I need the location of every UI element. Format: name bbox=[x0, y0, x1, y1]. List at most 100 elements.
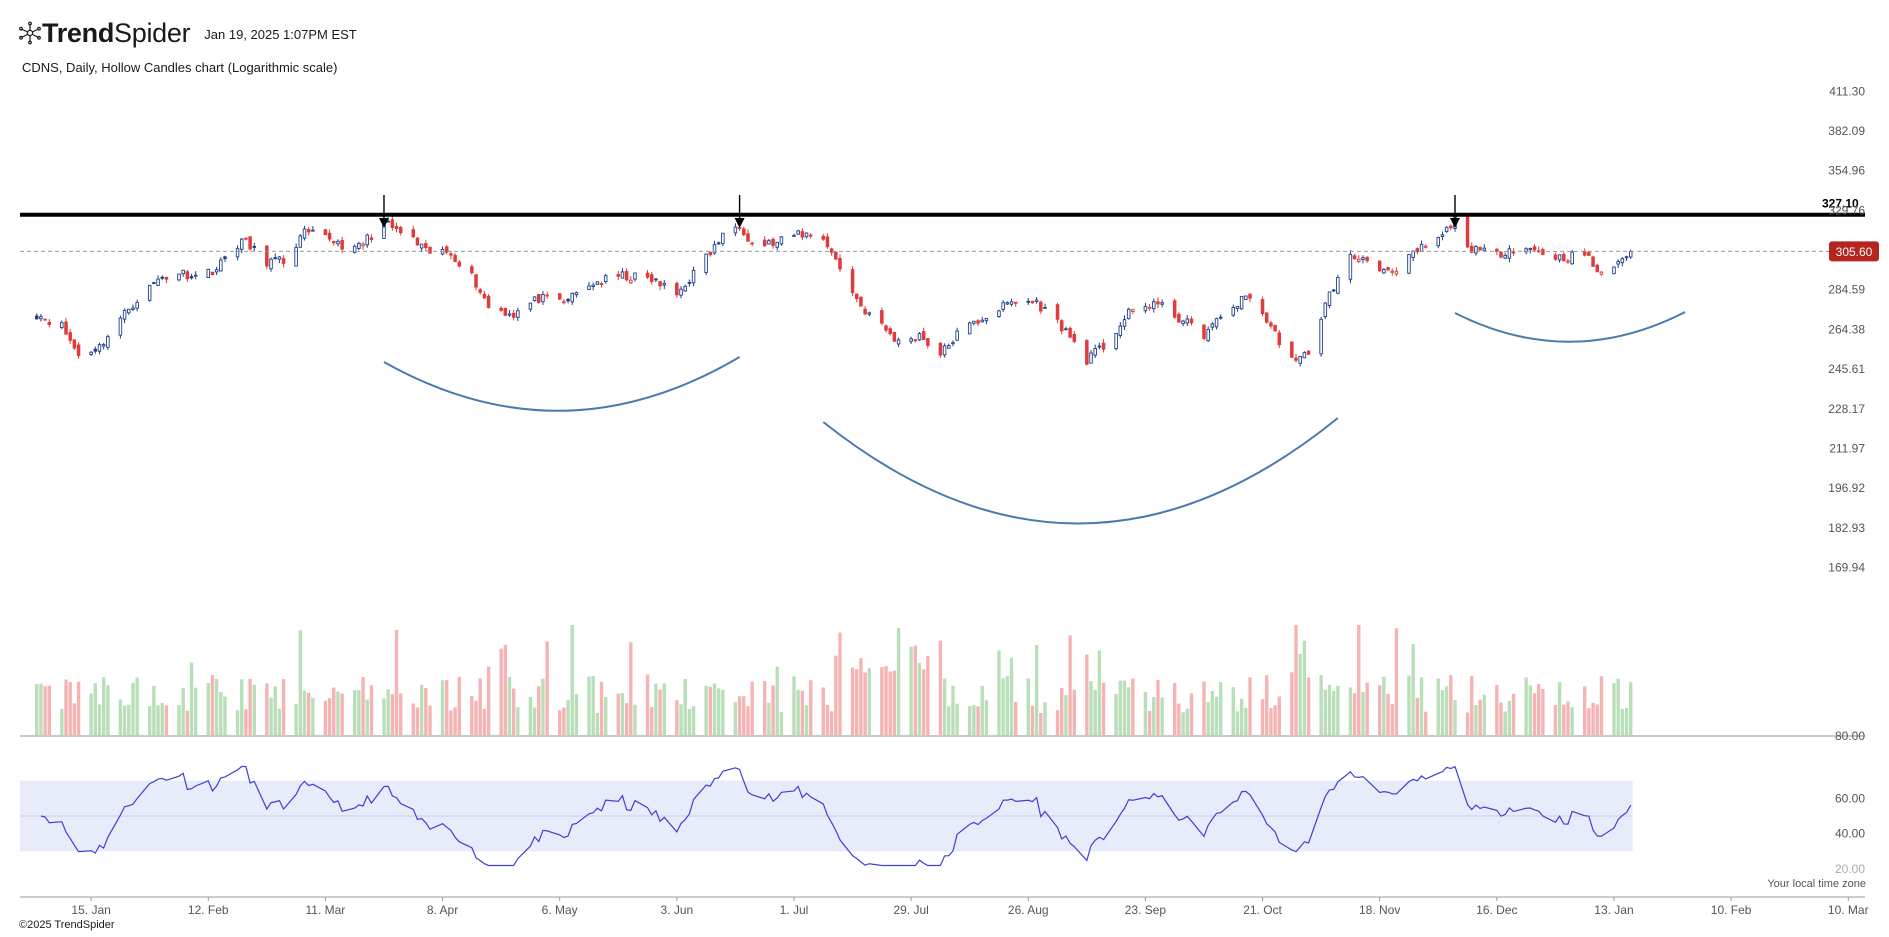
volume-bar bbox=[838, 632, 842, 735]
candle-body bbox=[1160, 302, 1164, 305]
candle-body bbox=[340, 240, 344, 250]
candle-body bbox=[252, 245, 257, 248]
volume-bar bbox=[1436, 678, 1440, 735]
volume-bar bbox=[269, 697, 273, 735]
volume-bar bbox=[704, 685, 708, 735]
volume-bar bbox=[1541, 689, 1545, 735]
candle-body bbox=[825, 236, 830, 248]
candle-body bbox=[938, 342, 943, 356]
volume-bar bbox=[470, 695, 474, 735]
volume-bar bbox=[482, 708, 487, 735]
volume-bar bbox=[733, 702, 738, 735]
candle-body bbox=[101, 344, 106, 347]
volume-bar bbox=[39, 683, 43, 735]
volume-bar bbox=[708, 686, 713, 735]
volume-bar bbox=[716, 688, 721, 735]
volume-bar bbox=[1377, 685, 1382, 735]
candle-body bbox=[185, 271, 190, 280]
candle-body bbox=[398, 226, 403, 234]
volume-bar bbox=[298, 630, 303, 735]
candle-body bbox=[1302, 352, 1307, 359]
volume-bar bbox=[779, 712, 784, 735]
volume-bar bbox=[1034, 645, 1039, 735]
candle-body bbox=[1277, 332, 1282, 346]
volume-bar bbox=[662, 683, 666, 735]
candle-body bbox=[511, 312, 516, 318]
candle-body bbox=[721, 232, 725, 244]
candle-body bbox=[913, 339, 918, 342]
candle-body bbox=[1411, 250, 1415, 258]
price-axis-tick-label: 382.09 bbox=[1828, 124, 1865, 138]
volume-bar bbox=[1562, 704, 1566, 735]
volume-bar bbox=[1499, 702, 1503, 735]
candle-body bbox=[1269, 322, 1273, 327]
candle-body bbox=[248, 236, 252, 250]
volume-bar bbox=[1557, 682, 1562, 735]
volume-bar bbox=[365, 699, 369, 735]
volume-bar bbox=[189, 662, 194, 735]
volume-bar bbox=[449, 710, 453, 735]
candle-body bbox=[1620, 258, 1625, 264]
volume-bar bbox=[1306, 677, 1311, 735]
volume-bar bbox=[892, 670, 897, 735]
volume-bar bbox=[311, 697, 315, 735]
candle-body bbox=[1085, 340, 1089, 365]
candle-body bbox=[1126, 308, 1131, 320]
candle-body bbox=[424, 243, 428, 249]
volume-bar bbox=[386, 689, 390, 735]
price-axis-tick-label: 329.76 bbox=[1828, 203, 1865, 217]
candle-body bbox=[265, 245, 269, 267]
candle-body bbox=[1143, 306, 1148, 312]
candle-body bbox=[1202, 324, 1206, 339]
volume-bar bbox=[541, 678, 545, 735]
volume-bar bbox=[1327, 684, 1332, 735]
volume-bar bbox=[1415, 697, 1420, 735]
volume-bar bbox=[206, 683, 210, 735]
candle-body bbox=[1628, 250, 1633, 258]
candle-body bbox=[135, 302, 139, 309]
candle-body bbox=[449, 253, 453, 256]
candle-body bbox=[570, 292, 574, 303]
candle-body bbox=[444, 246, 449, 253]
volume-bar bbox=[68, 682, 72, 735]
chart-timestamp: Jan 19, 2025 1:07PM EST bbox=[204, 27, 357, 42]
volume-bar bbox=[1570, 707, 1574, 735]
volume-bar bbox=[1390, 704, 1394, 735]
volume-bar bbox=[340, 693, 344, 735]
volume-bar bbox=[1524, 677, 1528, 735]
volume-bar bbox=[1005, 676, 1010, 735]
peak-arrow-head bbox=[734, 218, 745, 228]
candle-body bbox=[1528, 248, 1533, 251]
volume-bar bbox=[1511, 693, 1516, 735]
candle-body bbox=[1474, 246, 1478, 254]
candle-body bbox=[1440, 234, 1445, 237]
volume-bar bbox=[478, 678, 482, 735]
candle-body bbox=[867, 312, 872, 315]
volume-bar bbox=[1503, 711, 1507, 735]
candle-body bbox=[1582, 251, 1587, 256]
volume-bar bbox=[164, 705, 169, 735]
volume-bar bbox=[1152, 697, 1156, 735]
candle-body bbox=[1382, 269, 1386, 274]
volume-bar bbox=[101, 677, 106, 735]
candle-body bbox=[1352, 255, 1357, 260]
volume-bar bbox=[1160, 697, 1164, 735]
volume-bar bbox=[1629, 682, 1633, 735]
volume-bar bbox=[1566, 701, 1570, 735]
candle-body bbox=[658, 281, 662, 287]
trendspider-logo[interactable]: TrendSpider bbox=[18, 18, 191, 49]
last-price-label: 305.60 bbox=[1836, 245, 1873, 259]
candle-body bbox=[633, 272, 637, 280]
candle-body bbox=[1624, 256, 1629, 259]
candle-body bbox=[357, 242, 361, 249]
candle-body bbox=[1064, 328, 1068, 331]
volume-bar bbox=[1302, 640, 1307, 735]
candle-body bbox=[210, 271, 215, 276]
candle-body bbox=[1591, 256, 1595, 267]
candle-body bbox=[147, 284, 152, 301]
candle-body bbox=[587, 285, 591, 291]
volume-bar bbox=[1273, 705, 1277, 735]
timezone-note[interactable]: Your local time zone bbox=[1767, 878, 1866, 890]
volume-bar bbox=[1591, 702, 1595, 735]
